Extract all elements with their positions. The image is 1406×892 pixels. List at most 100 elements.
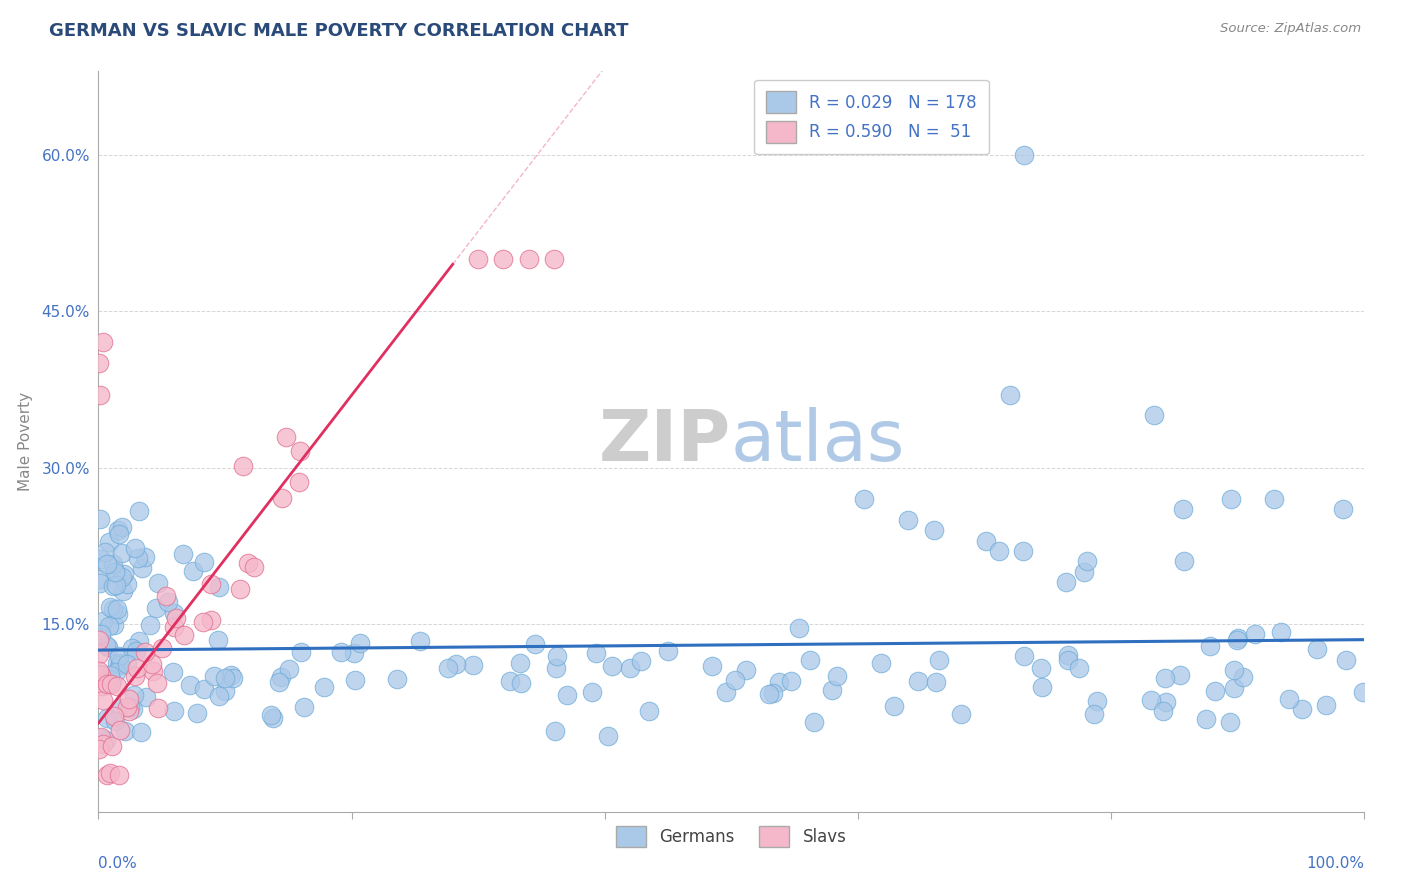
Point	[157, 594, 180, 608]
Point	[290, 645, 312, 659]
Point	[1244, 627, 1267, 641]
Point	[343, 646, 366, 660]
Point	[118, 692, 141, 706]
Point	[125, 661, 148, 675]
Point	[181, 564, 204, 578]
Text: 0.0%: 0.0%	[98, 856, 138, 871]
Point	[907, 673, 929, 688]
Point	[122, 701, 145, 715]
Point	[1291, 702, 1313, 716]
Point	[162, 665, 184, 679]
Point	[1029, 660, 1052, 674]
Point	[97, 619, 120, 633]
Point	[114, 723, 136, 738]
Point	[93, 545, 115, 559]
Point	[101, 579, 124, 593]
Point	[96, 677, 118, 691]
Point	[498, 673, 520, 688]
Point	[1014, 648, 1036, 663]
Point	[134, 645, 156, 659]
Point	[93, 692, 115, 706]
Point	[1232, 670, 1254, 684]
Point	[91, 335, 114, 350]
Point	[1278, 691, 1301, 706]
Point	[436, 661, 458, 675]
Point	[128, 633, 150, 648]
Point	[924, 523, 946, 537]
Point	[1153, 671, 1175, 685]
Point	[821, 682, 844, 697]
Point	[108, 657, 131, 672]
Text: atlas: atlas	[731, 407, 905, 476]
Point	[1031, 680, 1053, 694]
Point	[118, 704, 141, 718]
Point	[90, 572, 112, 586]
Text: ZIP: ZIP	[599, 407, 731, 476]
Point	[191, 615, 214, 630]
Point	[89, 731, 111, 746]
Point	[89, 576, 111, 591]
Point	[1334, 653, 1357, 667]
Point	[104, 665, 127, 679]
Point	[90, 552, 112, 566]
Point	[544, 661, 567, 675]
Point	[100, 739, 122, 753]
Point	[163, 619, 186, 633]
Point	[700, 659, 723, 673]
Point	[925, 675, 948, 690]
Point	[638, 704, 661, 718]
Point	[716, 685, 738, 699]
Point	[596, 729, 619, 743]
Point	[124, 689, 146, 703]
Y-axis label: Male Poverty: Male Poverty	[18, 392, 34, 491]
Point	[1315, 698, 1337, 712]
Point	[260, 708, 283, 723]
Point	[523, 637, 546, 651]
Point	[110, 656, 132, 670]
Point	[271, 491, 294, 505]
Point	[165, 611, 187, 625]
Point	[1306, 642, 1329, 657]
Point	[87, 647, 110, 661]
Point	[509, 676, 531, 690]
Point	[349, 636, 371, 650]
Point	[111, 583, 134, 598]
Point	[467, 252, 489, 266]
Point	[111, 546, 134, 560]
Point	[125, 644, 148, 658]
Point	[208, 689, 231, 703]
Point	[110, 701, 132, 715]
Point	[127, 551, 149, 566]
Text: Source: ZipAtlas.com: Source: ZipAtlas.com	[1220, 22, 1361, 36]
Point	[803, 715, 825, 730]
Point	[1152, 704, 1174, 718]
Point	[585, 646, 607, 660]
Point	[1057, 648, 1080, 662]
Point	[768, 675, 790, 690]
Point	[107, 524, 129, 538]
Point	[214, 671, 236, 685]
Point	[799, 652, 821, 666]
Point	[1223, 681, 1246, 696]
Point	[734, 663, 756, 677]
Point	[1056, 652, 1078, 666]
Point	[163, 704, 186, 718]
Point	[87, 742, 110, 756]
Point	[974, 533, 997, 548]
Point	[330, 645, 353, 659]
Point	[546, 649, 568, 664]
Point	[96, 711, 118, 725]
Point	[108, 649, 131, 664]
Point	[124, 541, 146, 556]
Point	[278, 662, 301, 676]
Text: 100.0%: 100.0%	[1306, 856, 1364, 871]
Point	[104, 714, 127, 728]
Point	[1168, 667, 1191, 681]
Point	[385, 672, 408, 686]
Point	[98, 600, 121, 615]
Point	[111, 570, 134, 584]
Point	[89, 387, 111, 401]
Point	[344, 673, 367, 687]
Point	[897, 513, 920, 527]
Point	[163, 607, 186, 621]
